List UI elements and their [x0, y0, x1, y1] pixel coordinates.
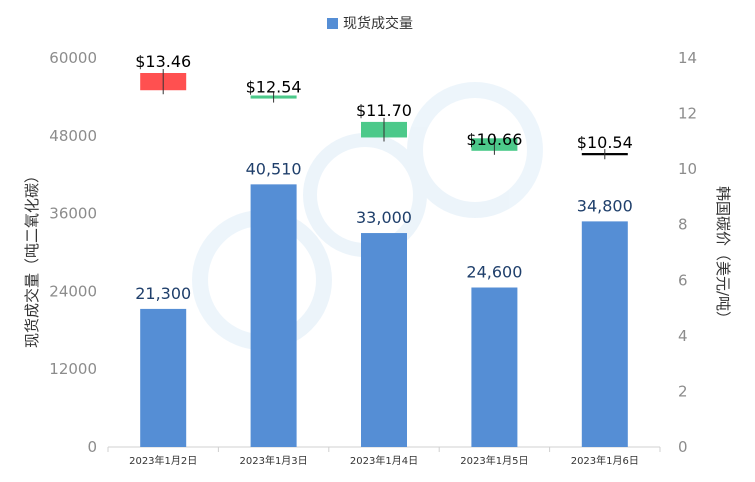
y-right-tick-label: 10 [678, 160, 697, 178]
price-label: $13.46 [135, 52, 191, 71]
y-right-tick-label: 6 [678, 271, 688, 289]
volume-bar-labels: 21,300 40,510 33,000 24,600 34,800 [135, 159, 633, 303]
y-axis-right-ticks: 0 2 4 6 8 10 12 14 [678, 49, 697, 456]
volume-bar [250, 184, 297, 447]
x-tick-label: 2023年1月5日 [460, 454, 528, 467]
volume-bar-label: 34,800 [577, 196, 633, 215]
y-right-tick-label: 8 [678, 216, 688, 234]
y-left-tick-label: 48000 [49, 127, 97, 145]
y-left-tick-label: 36000 [49, 205, 97, 223]
y-left-tick-label: 12000 [49, 360, 97, 378]
volume-bar-label: 21,300 [135, 284, 191, 303]
price-label: $10.54 [577, 133, 633, 152]
y-left-tick-label: 0 [87, 438, 97, 456]
x-tick-label: 2023年1月2日 [129, 454, 197, 467]
x-tick-label: 2023年1月6日 [571, 454, 639, 467]
y-right-tick-label: 4 [678, 327, 688, 345]
y-axis-right-title: 韩国碳价（美元/吨） [714, 186, 732, 326]
price-label: $10.66 [466, 130, 522, 149]
price-candles [140, 69, 628, 160]
x-tick-label: 2023年1月3日 [240, 454, 308, 467]
y-right-tick-label: 14 [678, 49, 697, 67]
volume-bar [471, 287, 518, 447]
x-tick-label: 2023年1月4日 [350, 454, 418, 467]
legend-label: 现货成交量 [343, 15, 413, 32]
y-axis-left-title: 现货成交量（吨二氧化碳） [23, 168, 41, 348]
y-right-tick-label: 12 [678, 105, 697, 123]
volume-bars [140, 184, 628, 447]
volume-bar [140, 308, 187, 447]
price-label: $11.70 [356, 101, 412, 120]
y-right-tick-label: 0 [678, 438, 688, 456]
volume-bar-label: 24,600 [466, 263, 522, 282]
x-axis-ticks: 2023年1月2日 2023年1月3日 2023年1月4日 2023年1月5日 2023… [107, 447, 661, 467]
volume-bar-label: 40,510 [246, 159, 302, 178]
legend: 现货成交量 [327, 15, 413, 32]
y-axis-left-ticks: 0 12000 24000 36000 48000 60000 [49, 49, 97, 456]
volume-bar [361, 233, 407, 447]
volume-bar [581, 221, 628, 447]
price-labels: $13.46 $12.54 $11.70 $10.66 $10.54 [135, 52, 633, 152]
y-right-tick-label: 2 [678, 382, 688, 400]
price-label: $12.54 [246, 78, 302, 97]
y-left-tick-label: 60000 [49, 49, 97, 67]
y-left-tick-label: 24000 [49, 282, 97, 300]
volume-bar-label: 33,000 [356, 208, 412, 227]
legend-swatch [327, 18, 338, 29]
